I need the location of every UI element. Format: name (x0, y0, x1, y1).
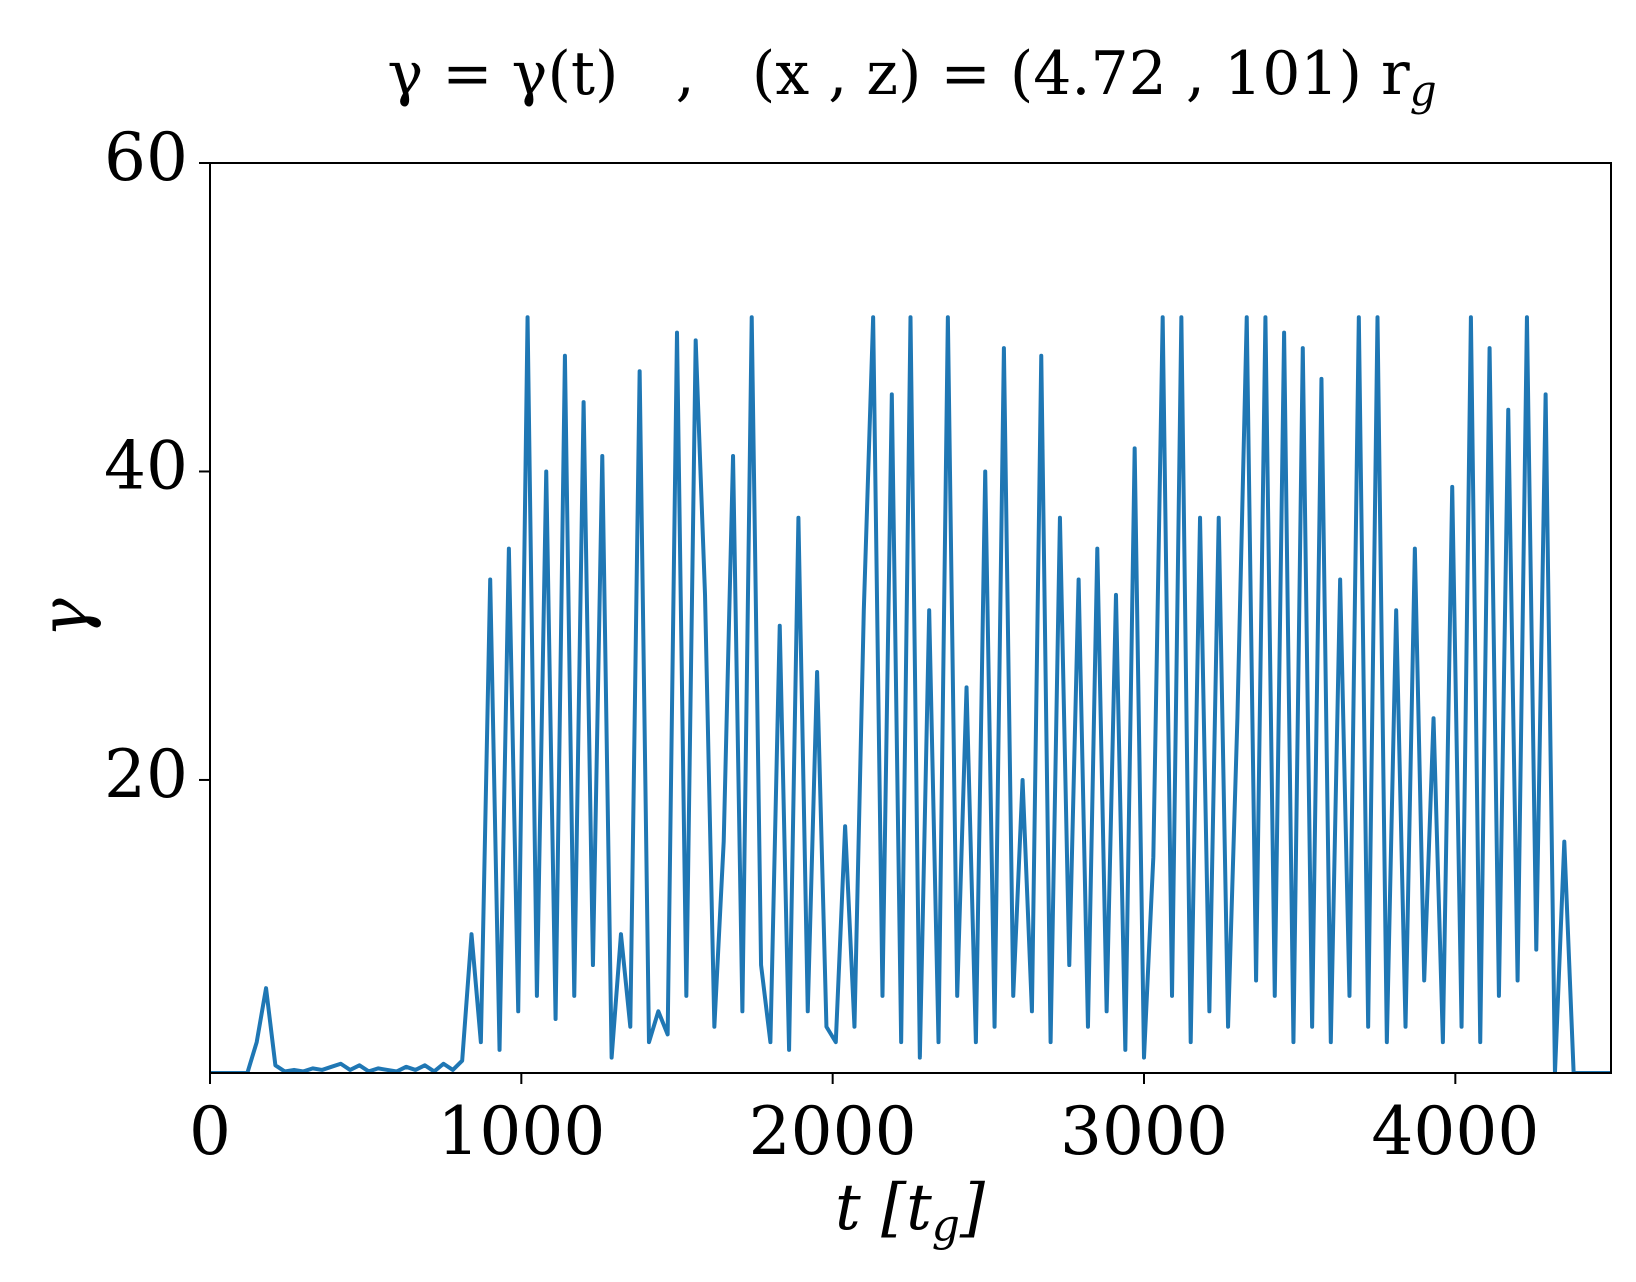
x-label-part: t [t (835, 1171, 932, 1245)
chart-title: γ = γ(t) , (x , z) = (4.72 , 101) rg (387, 39, 1436, 115)
y-tick-label: 20 (104, 736, 188, 813)
x-tick-label: 3000 (1060, 1093, 1228, 1170)
x-label-subscript: g (932, 1200, 960, 1251)
x-tick-label: 2000 (749, 1093, 917, 1170)
x-tick-label: 0 (189, 1093, 231, 1170)
plot-frame (209, 162, 1612, 1074)
title-text: γ = γ(t) , (x , z) = (4.72 , 101) r (387, 39, 1410, 109)
data-line (210, 315, 1611, 1073)
x-tick-label: 4000 (1371, 1093, 1539, 1170)
x-label-part: ] (959, 1171, 986, 1245)
title-subscript: g (1410, 66, 1437, 115)
x-axis-label: t [tg] (835, 1171, 986, 1251)
x-tick-label: 1000 (437, 1093, 605, 1170)
y-tick-label: 40 (104, 427, 188, 504)
y-axis-label: γ (26, 598, 103, 638)
y-tick-label: 60 (104, 119, 188, 196)
